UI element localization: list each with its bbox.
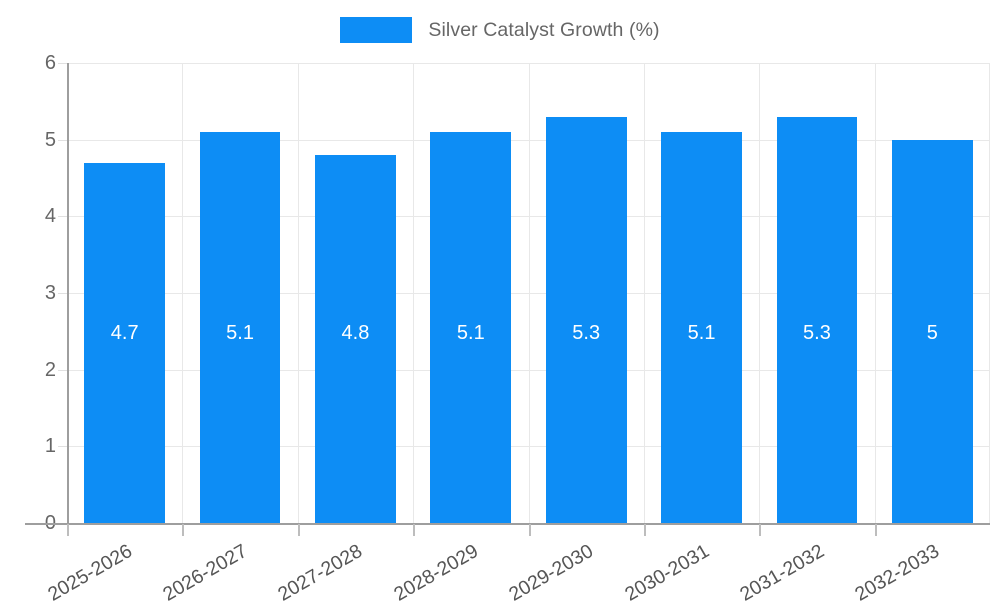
y-axis-tick-mark — [58, 216, 67, 218]
x-axis-tick-label: 2031-2032 — [736, 540, 828, 606]
x-axis-tick-mark — [644, 524, 646, 536]
chart-legend: Silver Catalyst Growth (%) — [0, 10, 1000, 50]
plot-right-border — [989, 63, 990, 523]
bar-value-label: 5 — [926, 322, 938, 344]
bar[interactable]: 5.1 — [430, 132, 512, 523]
gridline-vertical — [529, 63, 530, 523]
x-axis-line — [25, 523, 990, 525]
bar-value-label: 5.1 — [456, 322, 485, 344]
y-axis-tick-mark — [58, 63, 67, 64]
bar[interactable]: 4.7 — [84, 162, 166, 523]
x-axis-tick-label: 2029-2030 — [505, 540, 598, 606]
x-axis-tick-label: 2032-2033 — [851, 540, 944, 606]
y-axis-tick-label: 5 — [44, 128, 56, 151]
legend-label[interactable]: Silver Catalyst Growth (%) — [428, 18, 660, 41]
y-axis-tick-label: 2 — [44, 358, 56, 381]
gridline-horizontal — [67, 446, 990, 448]
gridline-horizontal — [67, 216, 990, 218]
gridline-vertical — [759, 63, 760, 523]
x-axis-tick-mark — [67, 524, 69, 536]
y-axis-tick-label: 1 — [44, 435, 56, 458]
gridline-vertical — [298, 63, 299, 523]
bar[interactable]: 4.8 — [315, 155, 396, 523]
x-axis-tick-mark — [529, 524, 531, 536]
y-axis-tick-label: 4 — [44, 205, 56, 228]
y-axis-tick-mark — [58, 139, 67, 141]
legend-color-swatch — [340, 17, 413, 43]
plot-area: 4.7 5.1 4.8 5.1 5.3 5.1 5.3 5 — [67, 63, 990, 524]
gridline-horizontal — [67, 63, 990, 64]
x-axis-tick-mark — [413, 524, 415, 536]
bar[interactable]: 5.1 — [199, 132, 281, 523]
y-axis-line — [67, 63, 69, 524]
bar-value-label: 5.1 — [226, 322, 254, 344]
gridline-vertical — [182, 63, 183, 523]
bar-value-label: 5.3 — [572, 322, 601, 344]
bar[interactable]: 5 — [891, 139, 973, 523]
gridline-vertical — [644, 63, 645, 523]
bar[interactable]: 5.3 — [776, 116, 858, 523]
x-axis-tick-mark — [182, 524, 184, 536]
x-axis-tick-label: 2028-2029 — [390, 540, 482, 606]
bar-value-label: 4.8 — [341, 322, 370, 344]
x-axis-tick-label: 2027-2028 — [274, 540, 367, 606]
bar[interactable]: 5.3 — [545, 116, 627, 523]
x-axis-tick-mark — [298, 524, 300, 536]
gridline-vertical — [413, 63, 414, 523]
x-axis-tick-mark — [875, 524, 877, 536]
y-axis-tick-label: 6 — [44, 52, 56, 74]
gridline-horizontal — [67, 139, 990, 141]
gridline-horizontal — [67, 293, 990, 294]
bar[interactable]: 5.1 — [661, 132, 742, 523]
y-axis-tick-mark — [58, 293, 67, 294]
y-axis-tick-mark — [58, 446, 67, 448]
x-axis-tick-mark — [759, 524, 761, 536]
bar-value-label: 5.1 — [687, 322, 716, 344]
gridline-vertical — [875, 63, 876, 523]
bar-value-label: 4.7 — [110, 322, 139, 344]
bar-value-label: 5.3 — [803, 322, 831, 344]
y-axis-tick-mark — [58, 369, 67, 371]
x-axis-tick-label: 2026-2027 — [159, 540, 252, 606]
y-axis-tick-labels: 0123456 — [0, 0, 56, 600]
gridline-horizontal — [67, 369, 990, 371]
x-axis-tick-label: 2030-2031 — [620, 540, 713, 606]
y-axis-tick-label: 3 — [44, 282, 56, 304]
